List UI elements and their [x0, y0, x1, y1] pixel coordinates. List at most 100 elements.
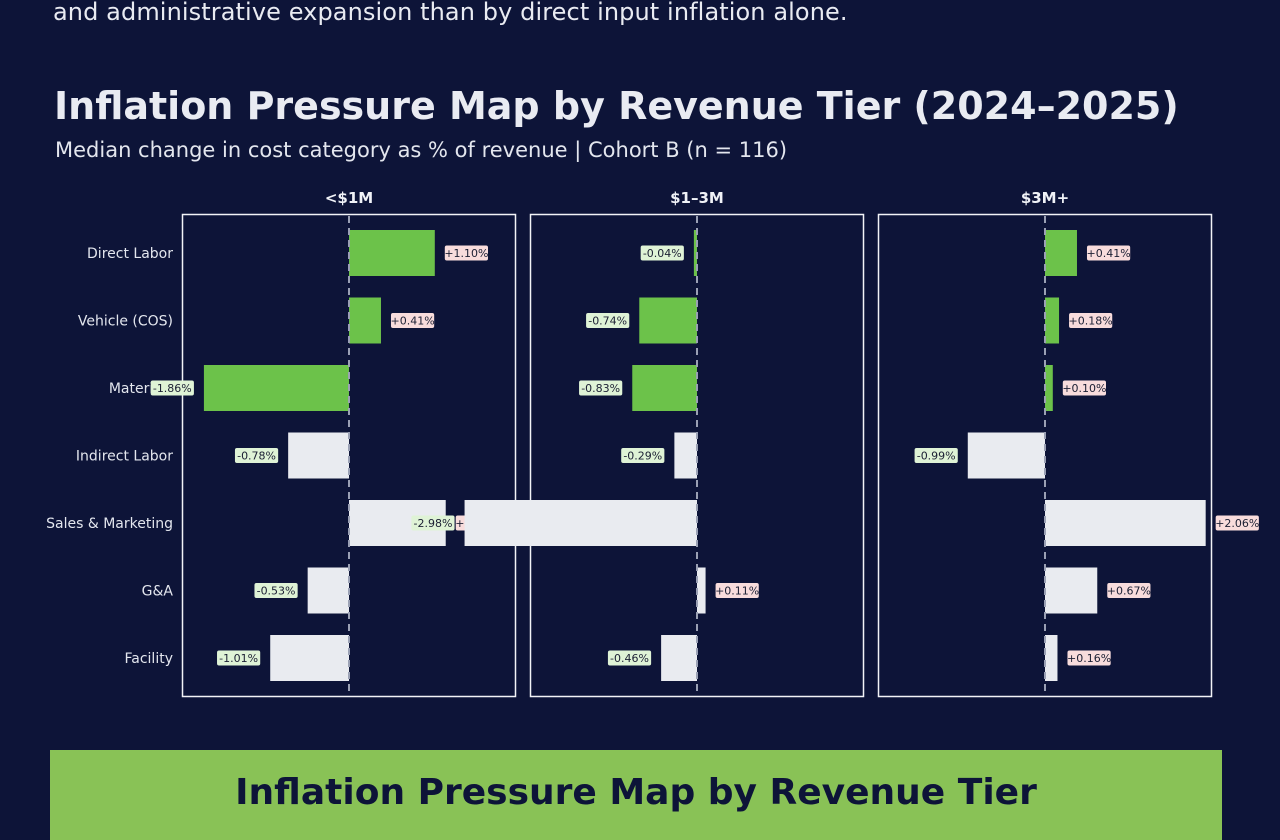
value-label-facility: -0.46%: [607, 650, 652, 666]
value-label-text: +0.11%: [715, 585, 759, 598]
value-label-text: -0.74%: [588, 315, 627, 328]
value-label-indirect-labor: -0.99%: [914, 448, 958, 463]
category-label-facility: Facility: [125, 651, 174, 667]
category-label-sales-marketing: Sales & Marketing: [46, 516, 173, 532]
category-label-g-a: G&A: [142, 584, 174, 600]
panel-1-3m: $1–3M -0.04% -0.74% -0.83% -0.29% -2.98% +0.11…: [411, 189, 865, 698]
category-label-vehicle-cos: Vehicle (COS): [78, 314, 173, 330]
value-label-text: +2.06%: [1215, 517, 1259, 530]
value-label-text: -0.83%: [581, 382, 620, 395]
value-label-direct-labor: -0.04%: [640, 245, 684, 261]
bar-direct-labor: [349, 230, 435, 276]
panel-frame: [181, 213, 517, 698]
value-label-bg: [621, 448, 665, 463]
bar-indirect-labor: [288, 432, 349, 479]
chart-title: Inflation Pressure Map by Revenue Tier (…: [54, 84, 1179, 128]
value-label-facility: +0.16%: [1067, 650, 1111, 666]
bar-indirect-labor: [967, 432, 1045, 479]
bar-facility: [1045, 635, 1058, 681]
value-label-text: -0.53%: [257, 585, 296, 598]
bar-direct-labor: [693, 230, 697, 276]
bar-sales-marketing: [1045, 500, 1206, 546]
value-label-text: +0.18%: [1069, 315, 1113, 328]
panel-title: <$1M: [325, 189, 373, 207]
value-label-sales-marketing: +2.06%: [1215, 515, 1259, 531]
bar-facility: [270, 635, 349, 681]
value-label-vehicle-cos: +0.18%: [1069, 313, 1113, 328]
value-label-text: +0.41%: [1086, 247, 1130, 260]
bar-facility: [661, 635, 697, 681]
value-label-indirect-labor: -0.78%: [234, 448, 279, 463]
chart-subtitle: Median change in cost category as % of r…: [55, 138, 788, 162]
value-label-bg: [586, 313, 630, 328]
value-label-text: -1.01%: [219, 652, 258, 665]
bar-g-a: [697, 567, 706, 614]
value-label-indirect-labor: -0.29%: [621, 448, 665, 463]
value-label-vehicle-cos: +0.41%: [390, 313, 435, 328]
value-label-g-a: -0.53%: [254, 583, 298, 598]
bar-g-a: [1045, 567, 1098, 614]
value-label-bg: [234, 448, 279, 463]
value-label-materials: -0.83%: [579, 380, 623, 396]
value-label-direct-labor: +1.10%: [444, 245, 488, 261]
value-label-bg: [254, 583, 298, 598]
bottom-card-title: Inflation Pressure Map by Revenue Tier: [235, 772, 1037, 813]
value-label-bg: [640, 245, 684, 261]
bar-vehicle-cos: [639, 297, 697, 344]
value-label-bg: [579, 380, 623, 396]
value-label-bg: [1086, 245, 1131, 261]
value-label-bg: [715, 583, 759, 598]
value-label-materials: +0.10%: [1062, 380, 1106, 396]
panel-title: $3M+: [1021, 189, 1069, 207]
bar-materials: [203, 365, 349, 411]
intro-text: and administrative expansion than by dir…: [53, 0, 848, 26]
panel-title: $1–3M: [670, 189, 724, 207]
value-label-text: +0.10%: [1062, 382, 1106, 395]
value-label-text: -0.99%: [917, 450, 956, 463]
value-label-text: -2.98%: [413, 517, 452, 530]
bar-indirect-labor: [674, 432, 697, 479]
value-label-bg: [390, 313, 435, 328]
value-label-sales-marketing: -2.98%: [411, 515, 455, 531]
value-label-bg: [1215, 515, 1259, 531]
value-label-bg: [150, 380, 194, 396]
panel-frame: [877, 213, 1213, 698]
value-label-text: +0.16%: [1067, 652, 1111, 665]
value-label-bg: [1067, 650, 1111, 666]
value-label-bg: [1107, 583, 1151, 598]
value-label-text: +0.67%: [1107, 585, 1151, 598]
value-label-bg: [1069, 313, 1113, 328]
bar-materials: [632, 365, 697, 411]
value-label-direct-labor: +0.41%: [1086, 245, 1131, 261]
bar-vehicle-cos: [1045, 297, 1060, 344]
category-label-indirect-labor: Indirect Labor: [76, 449, 173, 465]
value-label-g-a: +0.11%: [715, 583, 759, 598]
value-label-text: -0.29%: [623, 450, 662, 463]
panel-frame: [529, 213, 865, 698]
bar-materials: [1045, 365, 1053, 411]
value-label-bg: [914, 448, 958, 463]
category-label-direct-labor: Direct Labor: [87, 246, 173, 262]
value-label-bg: [444, 245, 488, 261]
value-label-bg: [411, 515, 455, 531]
value-label-facility: -1.01%: [217, 650, 261, 666]
value-label-g-a: +0.67%: [1107, 583, 1151, 598]
value-label-bg: [607, 650, 652, 666]
panel-1m: <$1M+1.10%+0.41%-1.86%-0.78%+1.24%-0.53%…: [150, 189, 517, 698]
value-label-text: +0.41%: [390, 315, 434, 328]
value-label-text: -0.04%: [643, 247, 682, 260]
bar-direct-labor: [1045, 230, 1077, 276]
value-label-bg: [1062, 380, 1106, 396]
value-label-vehicle-cos: -0.74%: [586, 313, 630, 328]
value-label-text: -0.78%: [237, 450, 276, 463]
bar-g-a: [307, 567, 349, 614]
value-label-materials: -1.86%: [150, 380, 194, 396]
bar-sales-marketing: [464, 500, 697, 546]
bar-vehicle-cos: [349, 297, 381, 344]
bottom-card: Inflation Pressure Map by Revenue Tier: [50, 750, 1222, 840]
value-label-text: +1.10%: [444, 247, 488, 260]
panel-3m: $3M+ +0.41% +0.18% +0.10% -0.99% +2.06% +0.67%…: [877, 189, 1259, 698]
value-label-text: -0.46%: [610, 652, 649, 665]
value-label-text: -1.86%: [153, 382, 192, 395]
